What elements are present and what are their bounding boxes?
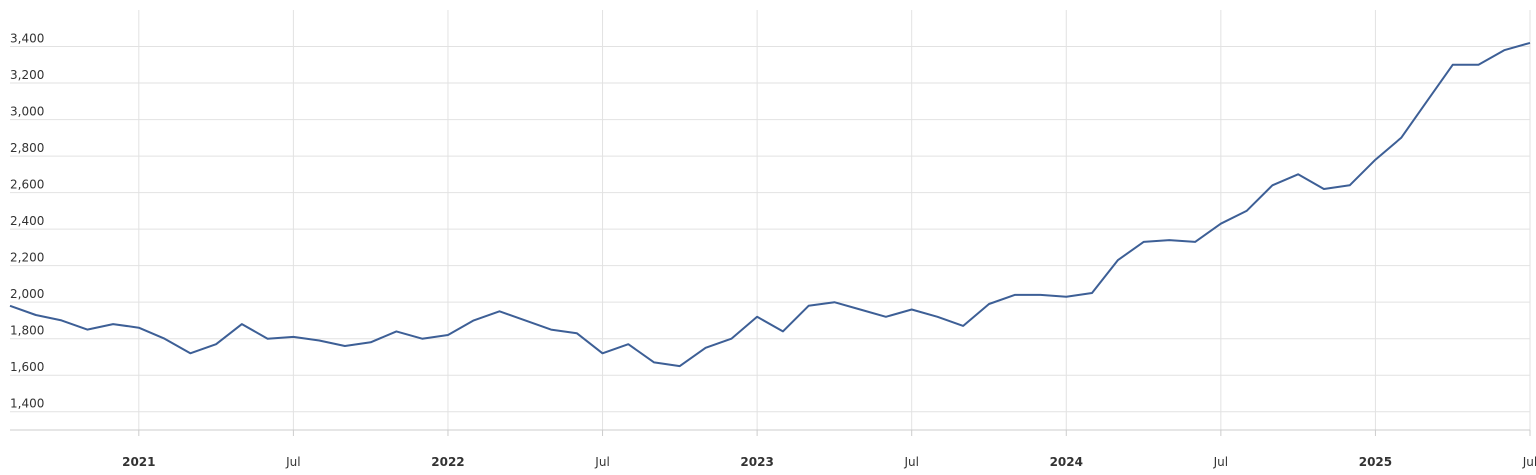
x-tick-label: Jul — [594, 455, 609, 469]
x-tick-label: 2025 — [1359, 455, 1392, 469]
y-tick-label: 3,200 — [10, 68, 44, 82]
x-tick-label: 2021 — [122, 455, 155, 469]
x-tick-label: 2024 — [1050, 455, 1083, 469]
y-tick-label: 2,200 — [10, 251, 44, 265]
y-tick-label: 2,800 — [10, 141, 44, 155]
y-tick-label: 2,600 — [10, 178, 44, 192]
x-tick-label: Jul — [285, 455, 300, 469]
y-tick-label: 2,000 — [10, 287, 44, 301]
y-tick-label: 1,600 — [10, 360, 44, 374]
x-tick-label: Jul — [1213, 455, 1228, 469]
y-tick-label: 1,400 — [10, 397, 44, 411]
y-tick-label: 1,800 — [10, 324, 44, 338]
x-tick-label: 2022 — [431, 455, 464, 469]
price-line — [9, 41, 1531, 368]
y-tick-label: 3,000 — [10, 105, 44, 119]
x-tick-label: Jul — [1522, 455, 1536, 469]
x-tick-label: 2023 — [740, 455, 773, 469]
y-tick-label: 3,400 — [10, 32, 44, 46]
y-tick-label: 2,400 — [10, 214, 44, 228]
x-tick-label: Jul — [903, 455, 918, 469]
